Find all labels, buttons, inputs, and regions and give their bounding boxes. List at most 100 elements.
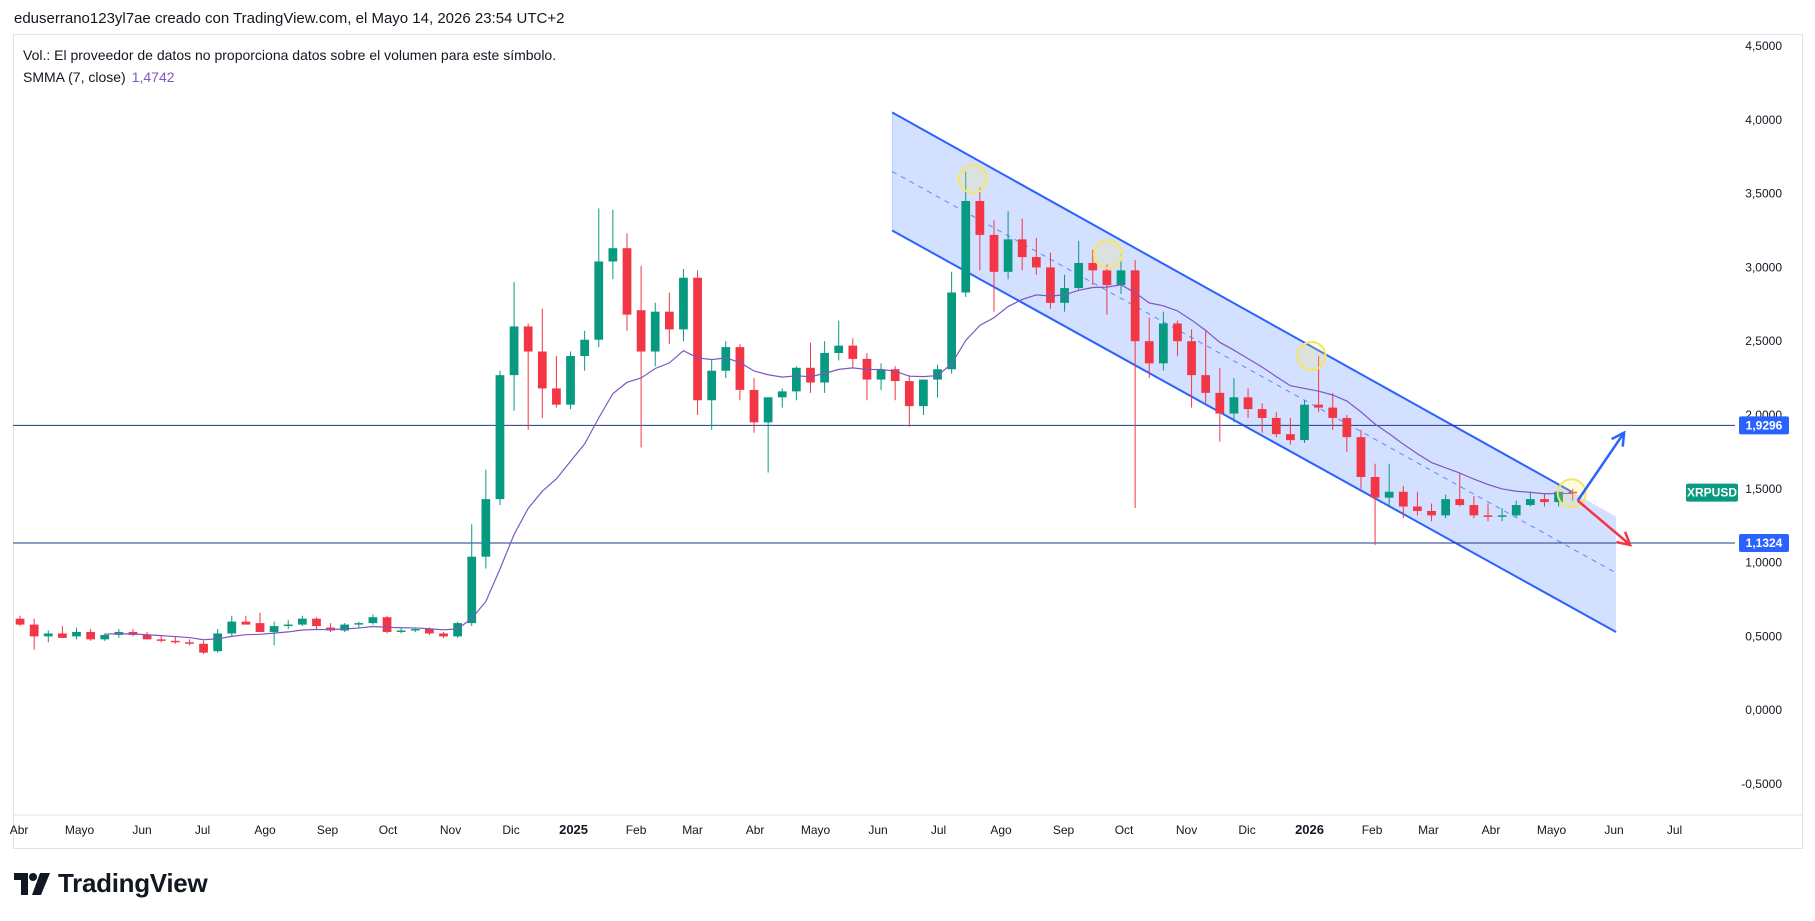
x-tick-label: Jul (931, 823, 946, 837)
x-tick-label: Nov (440, 823, 461, 837)
candle-body (43, 633, 53, 637)
candle-body (15, 618, 25, 625)
candle-body (467, 556, 477, 624)
candle-body (340, 624, 350, 631)
candle-body (1427, 510, 1436, 516)
candle-body (425, 629, 434, 634)
arrow-up-line (1576, 432, 1626, 502)
candle-body (227, 621, 237, 634)
x-tick-label: Dic (502, 823, 519, 837)
symbol-tag-text: XRPUSD (1687, 486, 1737, 500)
x-tick-label: Oct (379, 823, 398, 837)
candle-body (1102, 270, 1112, 286)
x-tick-label: 2026 (1295, 822, 1324, 837)
candle-body (312, 618, 321, 627)
y-tick-label: 3,5000 (1745, 187, 1782, 201)
projection-arrows (1576, 430, 1633, 547)
candle-body (848, 345, 858, 359)
candle-body (919, 379, 928, 407)
horizontal-levels (13, 424, 1735, 544)
candle-body (636, 310, 646, 352)
candle-body (834, 345, 844, 354)
y-tick-label: 3,0000 (1745, 260, 1782, 274)
candle-body (876, 369, 886, 380)
candle-body (1271, 417, 1281, 435)
candle-body (1286, 434, 1295, 441)
x-tick-label: Mayo (801, 823, 831, 837)
candle-body (410, 629, 420, 631)
candle-body (368, 617, 378, 624)
candle-body (1455, 499, 1465, 506)
candle-body (961, 200, 971, 293)
y-tick-label: 2,5000 (1745, 334, 1782, 348)
tradingview-logo[interactable]: TradingView (14, 868, 208, 899)
indicator-legend[interactable]: SMMA (7, close) 1,4742 (23, 66, 556, 88)
arrow-down-head (1616, 531, 1633, 547)
candle-body (1469, 505, 1479, 516)
x-tick-label: Mar (682, 823, 703, 837)
x-tick-label: Oct (1115, 823, 1134, 837)
candle-body (1511, 505, 1521, 516)
candle-body (1116, 270, 1126, 286)
touch-circle (957, 163, 988, 194)
candle-body (142, 634, 152, 640)
candle-body (1384, 491, 1394, 498)
candle-body (707, 370, 717, 401)
x-tick-label: Jun (868, 823, 887, 837)
candle-body (1441, 499, 1451, 516)
candle-body (1088, 262, 1098, 271)
volume-note: Vol.: El proveedor de datos no proporcio… (23, 47, 557, 63)
candle-body (664, 311, 674, 330)
indicator-value: 1,4742 (131, 69, 175, 85)
y-tick-label: 4,5000 (1745, 39, 1782, 53)
x-tick-label: Sep (317, 823, 339, 837)
candle-body (297, 618, 307, 625)
candle-body (29, 624, 39, 637)
candle-body (213, 633, 223, 652)
candle-body (975, 200, 985, 235)
arrow-up-head (1611, 430, 1626, 447)
candle-body (269, 626, 279, 632)
tradingview-logo-icon (14, 872, 50, 895)
chart-credit: eduserrano123yl7ae creado con TradingVie… (14, 10, 565, 27)
candle-body (255, 623, 265, 632)
candle-body (989, 234, 999, 272)
candle-body (566, 355, 575, 405)
candle-body (1370, 476, 1380, 498)
arrow-down-line (1576, 499, 1631, 546)
candle-body (1525, 499, 1535, 506)
candle-body (1540, 499, 1549, 503)
candle-body (354, 623, 364, 625)
x-tick-label: Feb (626, 823, 647, 837)
chart-area[interactable] (13, 34, 1803, 849)
y-tick-label: 1,5000 (1745, 482, 1782, 496)
x-tick-label: Jun (132, 823, 151, 837)
smma-layer (104, 284, 1573, 641)
candle-body (199, 643, 208, 653)
x-tick-label: Abr (746, 823, 765, 837)
level-price-tag-text: 1,1324 (1746, 536, 1783, 550)
candle-body (1201, 375, 1211, 393)
x-tick-label: Mayo (1537, 823, 1567, 837)
symbol-tag-bg (1686, 483, 1738, 502)
y-tick-label: 4,0000 (1745, 113, 1782, 127)
channel-mid-line (891, 171, 1617, 574)
candle-body (1229, 397, 1239, 414)
candle-body (1215, 392, 1225, 414)
candle-body (537, 351, 547, 389)
candle-body (495, 375, 505, 500)
time-axis: Abr Mayo Jun Jul Ago Sep Oct Nov Dic 2025 Feb Mar Ab… (10, 822, 1682, 837)
candle-body (1243, 397, 1253, 410)
y-tick-label: 0,5000 (1745, 629, 1782, 643)
x-tick-label: Mar (1418, 823, 1439, 837)
candles-layer (15, 171, 1578, 655)
y-tick-label: 0,0000 (1745, 703, 1782, 717)
candle-body (156, 639, 166, 641)
y-tick-label: 1,0000 (1745, 556, 1782, 570)
candle-body (396, 630, 406, 632)
candle-body (170, 640, 180, 643)
x-tick-label: 2025 (559, 822, 588, 837)
candle-body (820, 353, 829, 383)
level-price-tag-text: 1,9296 (1746, 418, 1783, 432)
